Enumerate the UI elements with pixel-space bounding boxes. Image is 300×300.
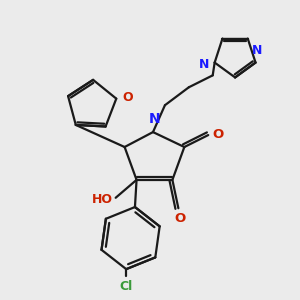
Text: O: O [122, 91, 133, 103]
Text: N: N [252, 44, 262, 57]
Text: N: N [199, 58, 209, 71]
Text: HO: HO [92, 193, 113, 206]
Text: O: O [212, 128, 224, 141]
Text: Cl: Cl [120, 280, 133, 293]
Text: N: N [148, 112, 160, 126]
Text: O: O [174, 212, 185, 225]
